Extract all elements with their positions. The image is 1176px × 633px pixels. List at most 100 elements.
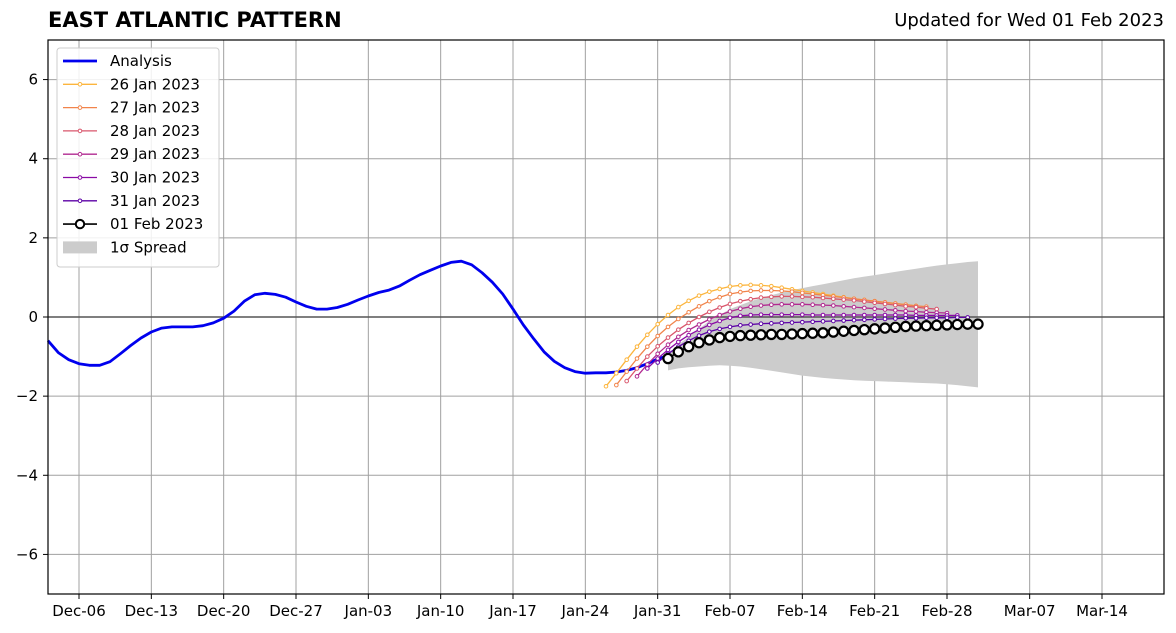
- x-tick-label: Jan-03: [344, 602, 393, 620]
- forecast-point: [707, 329, 712, 334]
- forecast-point: [748, 296, 753, 302]
- forecast-point: [645, 344, 650, 349]
- forecast-point: [893, 307, 898, 313]
- chart-title: EAST ATLANTIC PATTERN: [48, 8, 342, 32]
- forecast-point: [951, 318, 964, 331]
- y-tick-label: 0: [28, 308, 38, 326]
- legend-label: 29 Jan 2023: [110, 145, 200, 163]
- forecast-point: [686, 332, 691, 338]
- forecast-point: [910, 320, 922, 332]
- forecast-point: [738, 289, 743, 295]
- forecast-point: [634, 366, 640, 371]
- forecast-point: [634, 374, 640, 379]
- forecast-point: [707, 298, 712, 304]
- forecast-point: [882, 301, 888, 307]
- forecast-point: [603, 383, 609, 389]
- spread-band: [668, 261, 978, 388]
- forecast-point: [734, 329, 747, 342]
- forecast-point: [707, 322, 712, 328]
- forecast-point: [738, 323, 743, 328]
- forecast-point: [872, 306, 877, 311]
- forecast-point: [862, 299, 867, 304]
- forecast-point: [934, 315, 939, 321]
- forecast-point: [758, 312, 764, 317]
- forecast-point: [696, 304, 702, 309]
- legend-marker: [77, 105, 83, 110]
- forecast-point: [744, 329, 757, 341]
- legend-label: 30 Jan 2023: [110, 169, 200, 187]
- x-tick-label: Jan-10: [416, 602, 465, 620]
- forecast-point: [696, 314, 702, 320]
- forecast-point: [779, 320, 784, 326]
- forecast-point: [655, 351, 660, 357]
- forecast-point: [862, 312, 867, 318]
- forecast-point: [800, 294, 805, 300]
- forecast-point: [682, 340, 695, 353]
- forecast-point: [758, 288, 764, 293]
- forecast-point: [862, 317, 867, 323]
- forecast-point: [944, 315, 950, 321]
- forecast-point: [748, 288, 753, 294]
- x-tick-label: Dec-06: [52, 602, 106, 620]
- forecast-point: [924, 315, 929, 321]
- forecast-point: [696, 333, 702, 338]
- forecast-point: [789, 289, 795, 294]
- x-tick-label: Feb-28: [921, 602, 972, 620]
- x-tick-label: Jan-17: [488, 602, 537, 620]
- forecast-point: [758, 283, 764, 288]
- legend-marker: [77, 82, 83, 87]
- forecast-point: [655, 333, 660, 339]
- legend-label: 1σ Spread: [110, 238, 187, 256]
- forecast-point: [676, 304, 681, 310]
- forecast-point: [817, 327, 829, 339]
- forecast-point: [738, 283, 743, 288]
- forecast-point: [738, 313, 743, 319]
- legend-entry: 26 Jan 2023: [63, 75, 200, 93]
- forecast-point: [738, 298, 743, 304]
- forecast-point: [769, 288, 774, 293]
- forecast-point: [841, 312, 846, 318]
- forecast-point: [800, 319, 805, 325]
- forecast-point: [686, 309, 691, 315]
- forecast-point: [831, 318, 836, 324]
- x-tick-label: Mar-07: [1004, 602, 1056, 620]
- forecast-point: [779, 294, 784, 299]
- forecast-point: [655, 360, 660, 365]
- forecast-point: [820, 302, 826, 308]
- forecast-point: [913, 304, 919, 310]
- forecast-point: [913, 309, 919, 314]
- forecast-point: [920, 320, 933, 332]
- forecast-point: [930, 319, 943, 332]
- legend-marker: [77, 198, 83, 204]
- forecast-point: [662, 352, 674, 365]
- forecast-point: [961, 318, 974, 330]
- forecast-point: [693, 337, 705, 349]
- legend-label: 01 Feb 2023: [110, 215, 203, 233]
- forecast-point: [614, 370, 619, 376]
- forecast-point: [676, 339, 681, 345]
- forecast-point: [727, 291, 733, 297]
- forecast-point: [831, 303, 836, 308]
- forecast-point: [624, 378, 629, 384]
- forecast-point: [748, 304, 753, 310]
- forecast-point: [837, 325, 850, 337]
- forecast-point: [903, 308, 908, 314]
- forecast-point: [903, 304, 908, 309]
- forecast-point: [665, 342, 671, 348]
- forecast-point: [806, 327, 819, 339]
- forecast-point: [899, 320, 912, 333]
- forecast-point: [789, 312, 795, 317]
- forecast-point: [796, 327, 809, 340]
- x-tick-label: Feb-21: [849, 602, 900, 620]
- forecast-point: [703, 334, 716, 346]
- forecast-point: [789, 302, 795, 307]
- forecast-point: [848, 324, 860, 337]
- forecast-point: [717, 312, 722, 318]
- forecast-point: [882, 312, 888, 318]
- legend-marker: [77, 175, 83, 180]
- forecast-point: [862, 305, 867, 311]
- forecast-point: [686, 298, 691, 304]
- forecast-point: [727, 284, 733, 289]
- forecast-series: [603, 282, 984, 389]
- forecast-point: [769, 283, 774, 289]
